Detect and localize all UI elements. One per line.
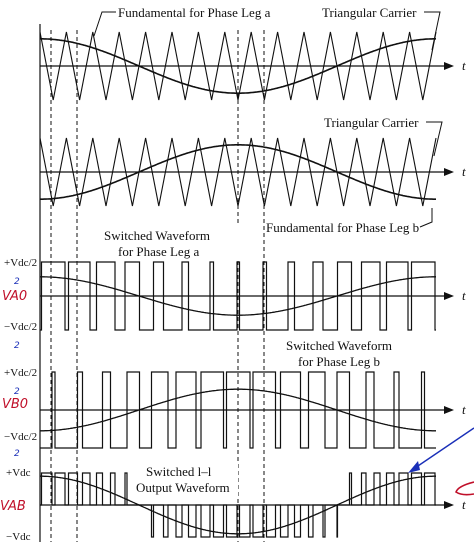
handwritten-red-mark <box>455 481 474 496</box>
t-label-1: t <box>462 58 466 73</box>
switched-waveform-b <box>40 371 436 449</box>
handwritten-blue-arrow <box>411 427 474 471</box>
leader-fund-a <box>93 11 116 37</box>
handwritten-half-4: 2 <box>14 449 20 459</box>
handwritten-half-3: 2 <box>14 387 20 397</box>
label-switched-b-line1: Switched Waveform <box>286 338 392 353</box>
switched-a-reference <box>40 276 436 316</box>
vdc-neg-b: −Vdc/2 <box>4 431 37 443</box>
label-switched-a: Switched Waveform for Phase Leg a <box>100 226 240 260</box>
handwritten-vab: VAB <box>0 499 26 514</box>
label-switched-b-line2: for Phase Leg b <box>298 354 380 369</box>
axis-arrows <box>444 62 454 509</box>
handwritten-half-2: 2 <box>14 341 20 351</box>
vdc-pos-a: +Vdc/2 <box>4 257 37 269</box>
label-triangular-carrier-2: Triangular Carrier <box>324 115 419 130</box>
vdc-pos-b: +Vdc/2 <box>4 367 37 379</box>
axes <box>39 24 448 542</box>
vdc-ll-neg: −Vdc <box>6 531 31 542</box>
label-switched-a-line2: for Phase Leg a <box>118 244 199 259</box>
vdc-ll-pos: +Vdc <box>6 467 31 479</box>
label-switched-b: Switched Waveform for Phase Leg b <box>282 336 418 370</box>
label-ll-line1: Switched l–l <box>146 464 212 479</box>
handwritten-blue-arrowhead <box>408 461 420 473</box>
label-triangular-carrier-1: Triangular Carrier <box>322 5 417 20</box>
leader-fund-b <box>419 208 433 228</box>
label-ll-line2: Output Waveform <box>136 480 230 495</box>
label-switched-a-line1: Switched Waveform <box>104 228 210 243</box>
handwritten-half-1: 2 <box>14 277 20 287</box>
label-fundamental-b: Fundamental for Phase Leg b <box>266 220 419 235</box>
handwritten-vb0: VB0 <box>2 397 28 412</box>
t-label-2: t <box>462 164 466 179</box>
handwritten-va0: VA0 <box>2 289 27 304</box>
t-label-3: t <box>462 288 466 303</box>
leader-tri-1 <box>424 11 441 51</box>
t-label-4: t <box>462 402 466 417</box>
label-fundamental-a: Fundamental for Phase Leg a <box>118 5 271 20</box>
dashed-guides <box>50 30 265 542</box>
label-ll-output: Switched l–l Output Waveform <box>134 462 238 496</box>
t-label-5: t <box>462 497 466 512</box>
leader-tri-2 <box>426 121 443 157</box>
ll-fundamental-reference <box>40 475 436 535</box>
vdc-neg-a: −Vdc/2 <box>4 321 37 333</box>
